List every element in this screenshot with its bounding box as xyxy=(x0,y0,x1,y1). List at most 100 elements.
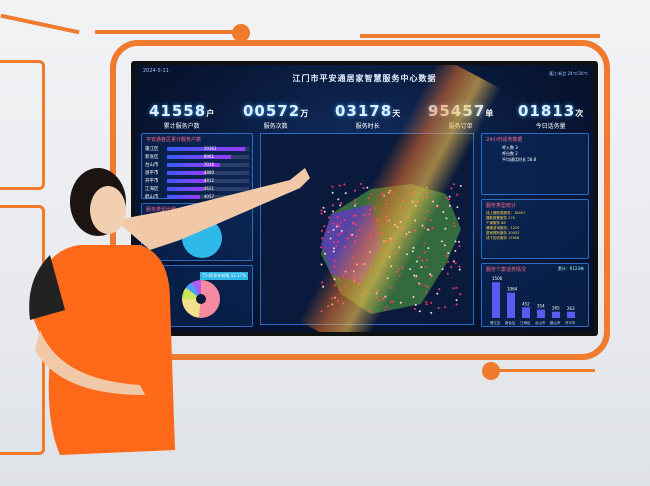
map-point xyxy=(335,245,338,248)
map-point xyxy=(353,276,356,279)
map-point xyxy=(408,231,411,234)
map-point xyxy=(407,216,410,219)
map-point xyxy=(458,265,461,268)
map-point xyxy=(412,192,415,195)
map-point xyxy=(411,200,414,203)
map-point xyxy=(367,196,370,199)
map-point xyxy=(437,307,440,310)
map-point xyxy=(455,299,458,302)
map-point xyxy=(458,268,461,271)
map-point xyxy=(426,228,429,231)
map-point xyxy=(436,292,439,295)
map-point xyxy=(333,284,336,287)
map-point xyxy=(384,250,387,253)
panel-title: 服务个案话务情况 xyxy=(486,267,527,273)
map-point xyxy=(413,307,416,310)
map-point xyxy=(377,232,380,235)
map-point xyxy=(327,230,330,233)
map-point xyxy=(337,277,340,280)
legend-label: 75-85岁年龄段 52.17% xyxy=(199,272,248,280)
map-point xyxy=(459,293,462,296)
map-point xyxy=(329,237,332,240)
map-point xyxy=(375,292,378,295)
total-label: 累计：6123单 xyxy=(557,266,584,271)
district-row: 台山市 7016 xyxy=(142,161,252,169)
case-calls-panel: 服务个案话务情况 累计：6123单 1506 蓬江区 1064 新会区 452 江海区 35… xyxy=(481,263,589,327)
map-point xyxy=(430,219,433,222)
map-point xyxy=(343,218,346,221)
map-point xyxy=(321,237,324,240)
map-point xyxy=(389,300,392,303)
map-point xyxy=(405,253,408,256)
map-point xyxy=(440,240,443,243)
bar-category-label: 开平市 xyxy=(565,320,576,325)
map-point xyxy=(454,262,457,265)
map-point xyxy=(332,228,335,231)
map-point xyxy=(388,255,391,258)
map-point xyxy=(405,232,408,235)
map-point xyxy=(369,235,372,238)
map-point xyxy=(425,300,428,303)
map-point xyxy=(363,214,366,217)
map-point xyxy=(426,258,429,261)
bar-category-label: 台山市 xyxy=(535,320,546,325)
map-point xyxy=(447,252,450,255)
map-point xyxy=(368,310,371,313)
map-point xyxy=(369,208,372,211)
map-point xyxy=(425,186,428,189)
map-point xyxy=(455,303,458,306)
map-point xyxy=(323,210,326,213)
map-point xyxy=(399,220,402,223)
bar-value-label: 1064 xyxy=(507,287,518,292)
map-point xyxy=(331,185,334,188)
map-point xyxy=(398,274,401,277)
map-point xyxy=(339,204,342,207)
map-point xyxy=(340,229,343,232)
panel-title: 服务类型统计 xyxy=(486,203,517,209)
map-point xyxy=(385,252,388,255)
bar-category-label: 鹤山市 xyxy=(550,320,561,325)
map-point xyxy=(343,286,346,289)
map-point xyxy=(387,191,390,194)
map-point xyxy=(426,210,429,213)
map-point xyxy=(425,291,428,294)
map-point xyxy=(336,240,339,243)
map-point xyxy=(355,263,358,266)
map-point xyxy=(425,284,428,287)
map-point xyxy=(385,220,388,223)
map-point xyxy=(425,195,428,198)
map-point xyxy=(456,206,459,209)
map-point xyxy=(457,217,460,220)
map-point xyxy=(331,191,334,194)
map-point xyxy=(416,260,419,263)
map-point xyxy=(374,206,377,209)
map-point xyxy=(381,232,384,235)
map-point xyxy=(412,246,415,249)
map-point xyxy=(423,242,426,245)
map-point xyxy=(419,283,422,286)
bar-category-label: 江海区 xyxy=(520,320,531,325)
map-point xyxy=(416,200,419,203)
map-point xyxy=(415,274,418,277)
district-row: 鹤山市 4057 xyxy=(142,193,252,201)
map-point xyxy=(323,225,326,228)
bar-category-label: 蓬江区 xyxy=(490,320,501,325)
map-point xyxy=(413,274,416,277)
district-row: 开平市 4812 xyxy=(142,177,252,185)
map-point xyxy=(333,265,336,268)
map-point xyxy=(414,190,417,193)
weather-label: 蓬江·新会 24℃/30℃ xyxy=(548,71,588,76)
map-point xyxy=(415,276,418,279)
map-point xyxy=(390,286,393,289)
map-point xyxy=(438,288,441,291)
map-point xyxy=(357,282,360,285)
map-point xyxy=(430,311,433,314)
case-bar-chart: 1506 蓬江区 1064 新会区 452 江海区 354 台山市 265 鹤山市 263 开平市 xyxy=(490,276,576,325)
map-point xyxy=(332,250,335,253)
map-point xyxy=(409,268,412,271)
map-point xyxy=(334,296,337,299)
map-point xyxy=(324,252,327,255)
map-point xyxy=(368,250,371,253)
map-point xyxy=(427,247,430,250)
map-point xyxy=(333,278,336,281)
